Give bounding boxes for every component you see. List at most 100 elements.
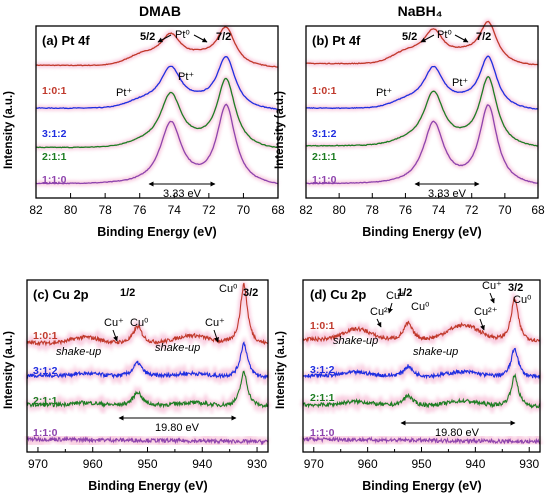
column-title-dmab: DMAB	[139, 3, 181, 19]
series-label: 1:0:1	[42, 85, 67, 97]
series-labels: 1:0:1 3:1:2 2:1:1 1:1:0	[42, 85, 67, 186]
x-tick-label: 82	[29, 203, 43, 217]
x-tick-label: 960	[83, 457, 103, 471]
x-tick-label: 78	[366, 203, 380, 217]
cu-plus-label-b: Cu⁺	[205, 317, 225, 329]
y-axis-label: Intensity (a.u.)	[275, 331, 287, 409]
series-line-1-1-0	[305, 104, 539, 185]
shakeup-label-b: shake-up	[413, 346, 458, 358]
doublet-label-3-2: 3/2	[243, 287, 258, 299]
x-tick-label: 68	[271, 203, 285, 217]
x-tick-label: 72	[465, 203, 479, 217]
plot-frame	[305, 25, 539, 199]
x-axis-label: Binding Energy (eV)	[88, 479, 207, 493]
series-labels: 1:0:1 3:1:2 2:1:1 1:1:0	[312, 85, 337, 186]
y-axis-label: Intensity (a.u.)	[3, 91, 15, 169]
doublet-label-5-2: 5/2	[140, 31, 155, 43]
doublet-label-1-2: 1/2	[397, 287, 412, 299]
x-axis-label: Binding Energy (eV)	[362, 479, 481, 493]
x-tick-label: 970	[28, 457, 48, 471]
cu-plus-arrow-a	[112, 329, 118, 342]
pt0-arrow-left	[420, 34, 435, 43]
pt0-arrow-right	[193, 34, 208, 43]
cu-plus-label-a: Cu⁺	[386, 290, 406, 302]
shakeup-label-b: shake-up	[155, 342, 200, 354]
series-line-2-1-1	[26, 370, 269, 409]
doublet-label-5-2: 5/2	[402, 31, 417, 43]
series-line-2-1-1	[36, 77, 279, 149]
x-tick-label: 72	[202, 203, 216, 217]
x-tick-label: 930	[247, 457, 267, 471]
pt0-arrow-right	[454, 34, 469, 43]
x-tick-label: 68	[531, 203, 545, 217]
series-label: 2:1:1	[312, 151, 337, 163]
pt-plus-label-a: Pt⁺	[376, 87, 392, 99]
x-tick-label: 970	[304, 457, 324, 471]
series-line-3-1-2	[26, 341, 269, 380]
series-label: 2:1:1	[42, 151, 67, 163]
panel-title: (a) Pt 4f	[42, 33, 90, 48]
series-labels: 1:0:1 3:1:2 2:1:1 1:1:0	[33, 330, 58, 439]
plot-frame	[35, 25, 279, 199]
pt-plus-label-b: Pt⁺	[452, 77, 468, 89]
series-label: 1:1:0	[312, 174, 337, 186]
x-tick-label: 930	[519, 457, 539, 471]
series-label: 2:1:1	[33, 395, 58, 407]
series-label: 2:1:1	[310, 392, 335, 404]
series-line-2-1-1	[302, 372, 541, 409]
series-label: 1:1:0	[42, 174, 67, 186]
series-line-2-1-1	[305, 75, 539, 147]
series-label: 3:1:2	[33, 365, 58, 377]
x-tick-label: 74	[432, 203, 446, 217]
series-line-1-1-0	[302, 435, 541, 445]
x-tick-label: 70	[237, 203, 251, 217]
x-tick-label: 76	[399, 203, 413, 217]
x-tick-label: 80	[64, 203, 78, 217]
doublet-label-7-2: 7/2	[216, 31, 231, 43]
pt0-arrow-left	[157, 34, 172, 43]
pt-plus-label-a: Pt⁺	[116, 87, 132, 99]
y-axis-label: Intensity (a.u.)	[3, 331, 15, 409]
x-tick-label: 74	[168, 203, 182, 217]
series-line-1-1-0	[35, 103, 279, 185]
x-ticks: 970 960 950 940 930	[304, 447, 540, 471]
shakeup-label-a: shake-up	[333, 335, 378, 347]
x-ticks: 82 80 78 76 74 72 70 68	[29, 193, 285, 217]
cu2-arrow-a	[376, 318, 382, 328]
x-tick-label: 76	[133, 203, 147, 217]
series-label: 3:1:2	[310, 364, 335, 376]
x-tick-label: 80	[332, 203, 346, 217]
cu2-label-b: Cu²⁺	[474, 306, 498, 318]
series-group	[304, 18, 539, 187]
x-tick-label: 82	[299, 203, 313, 217]
x-tick-label: 960	[358, 457, 378, 471]
cu2-label-a: Cu²⁺	[370, 306, 394, 318]
panel-title: (d) Cu 2p	[310, 287, 366, 302]
cu0-label-b: Cu⁰	[513, 294, 532, 306]
cu-plus-arrow-b	[489, 292, 495, 304]
panel-d: Intensity (a.u.) 970 960 950 940 930 (d) Cu …	[275, 279, 543, 493]
series-line-1-0-1	[35, 26, 279, 68]
cu0-label-a: Cu⁰	[411, 301, 430, 313]
pt0-label: Pt⁰	[437, 29, 452, 41]
column-title-nabh4: NaBH₄	[398, 3, 443, 19]
series-group	[34, 24, 280, 187]
splitting-label: 19.80 eV	[435, 427, 480, 439]
cu0-label-a: Cu⁰	[130, 317, 149, 329]
doublet-label-1-2: 1/2	[120, 287, 135, 299]
x-tick-label: 940	[192, 457, 212, 471]
x-axis-label: Binding Energy (eV)	[97, 225, 216, 239]
x-tick-label: 950	[411, 457, 431, 471]
doublet-label-3-2: 3/2	[508, 282, 523, 294]
series-labels: 1:0:1 3:1:2 2:1:1 1:1:0	[310, 320, 335, 439]
splitting-label: 19.80 eV	[155, 422, 200, 434]
series-label: 1:1:0	[310, 427, 335, 439]
panel-title: (b) Pt 4f	[312, 33, 361, 48]
cu0-label-b: Cu⁰	[219, 283, 238, 295]
cu-plus-label-b: Cu⁺	[482, 280, 502, 292]
series-label: 1:0:1	[33, 330, 58, 342]
series-group	[24, 282, 271, 453]
series-label: 1:0:1	[312, 85, 337, 97]
splitting-label: 3.33 eV	[163, 188, 202, 200]
